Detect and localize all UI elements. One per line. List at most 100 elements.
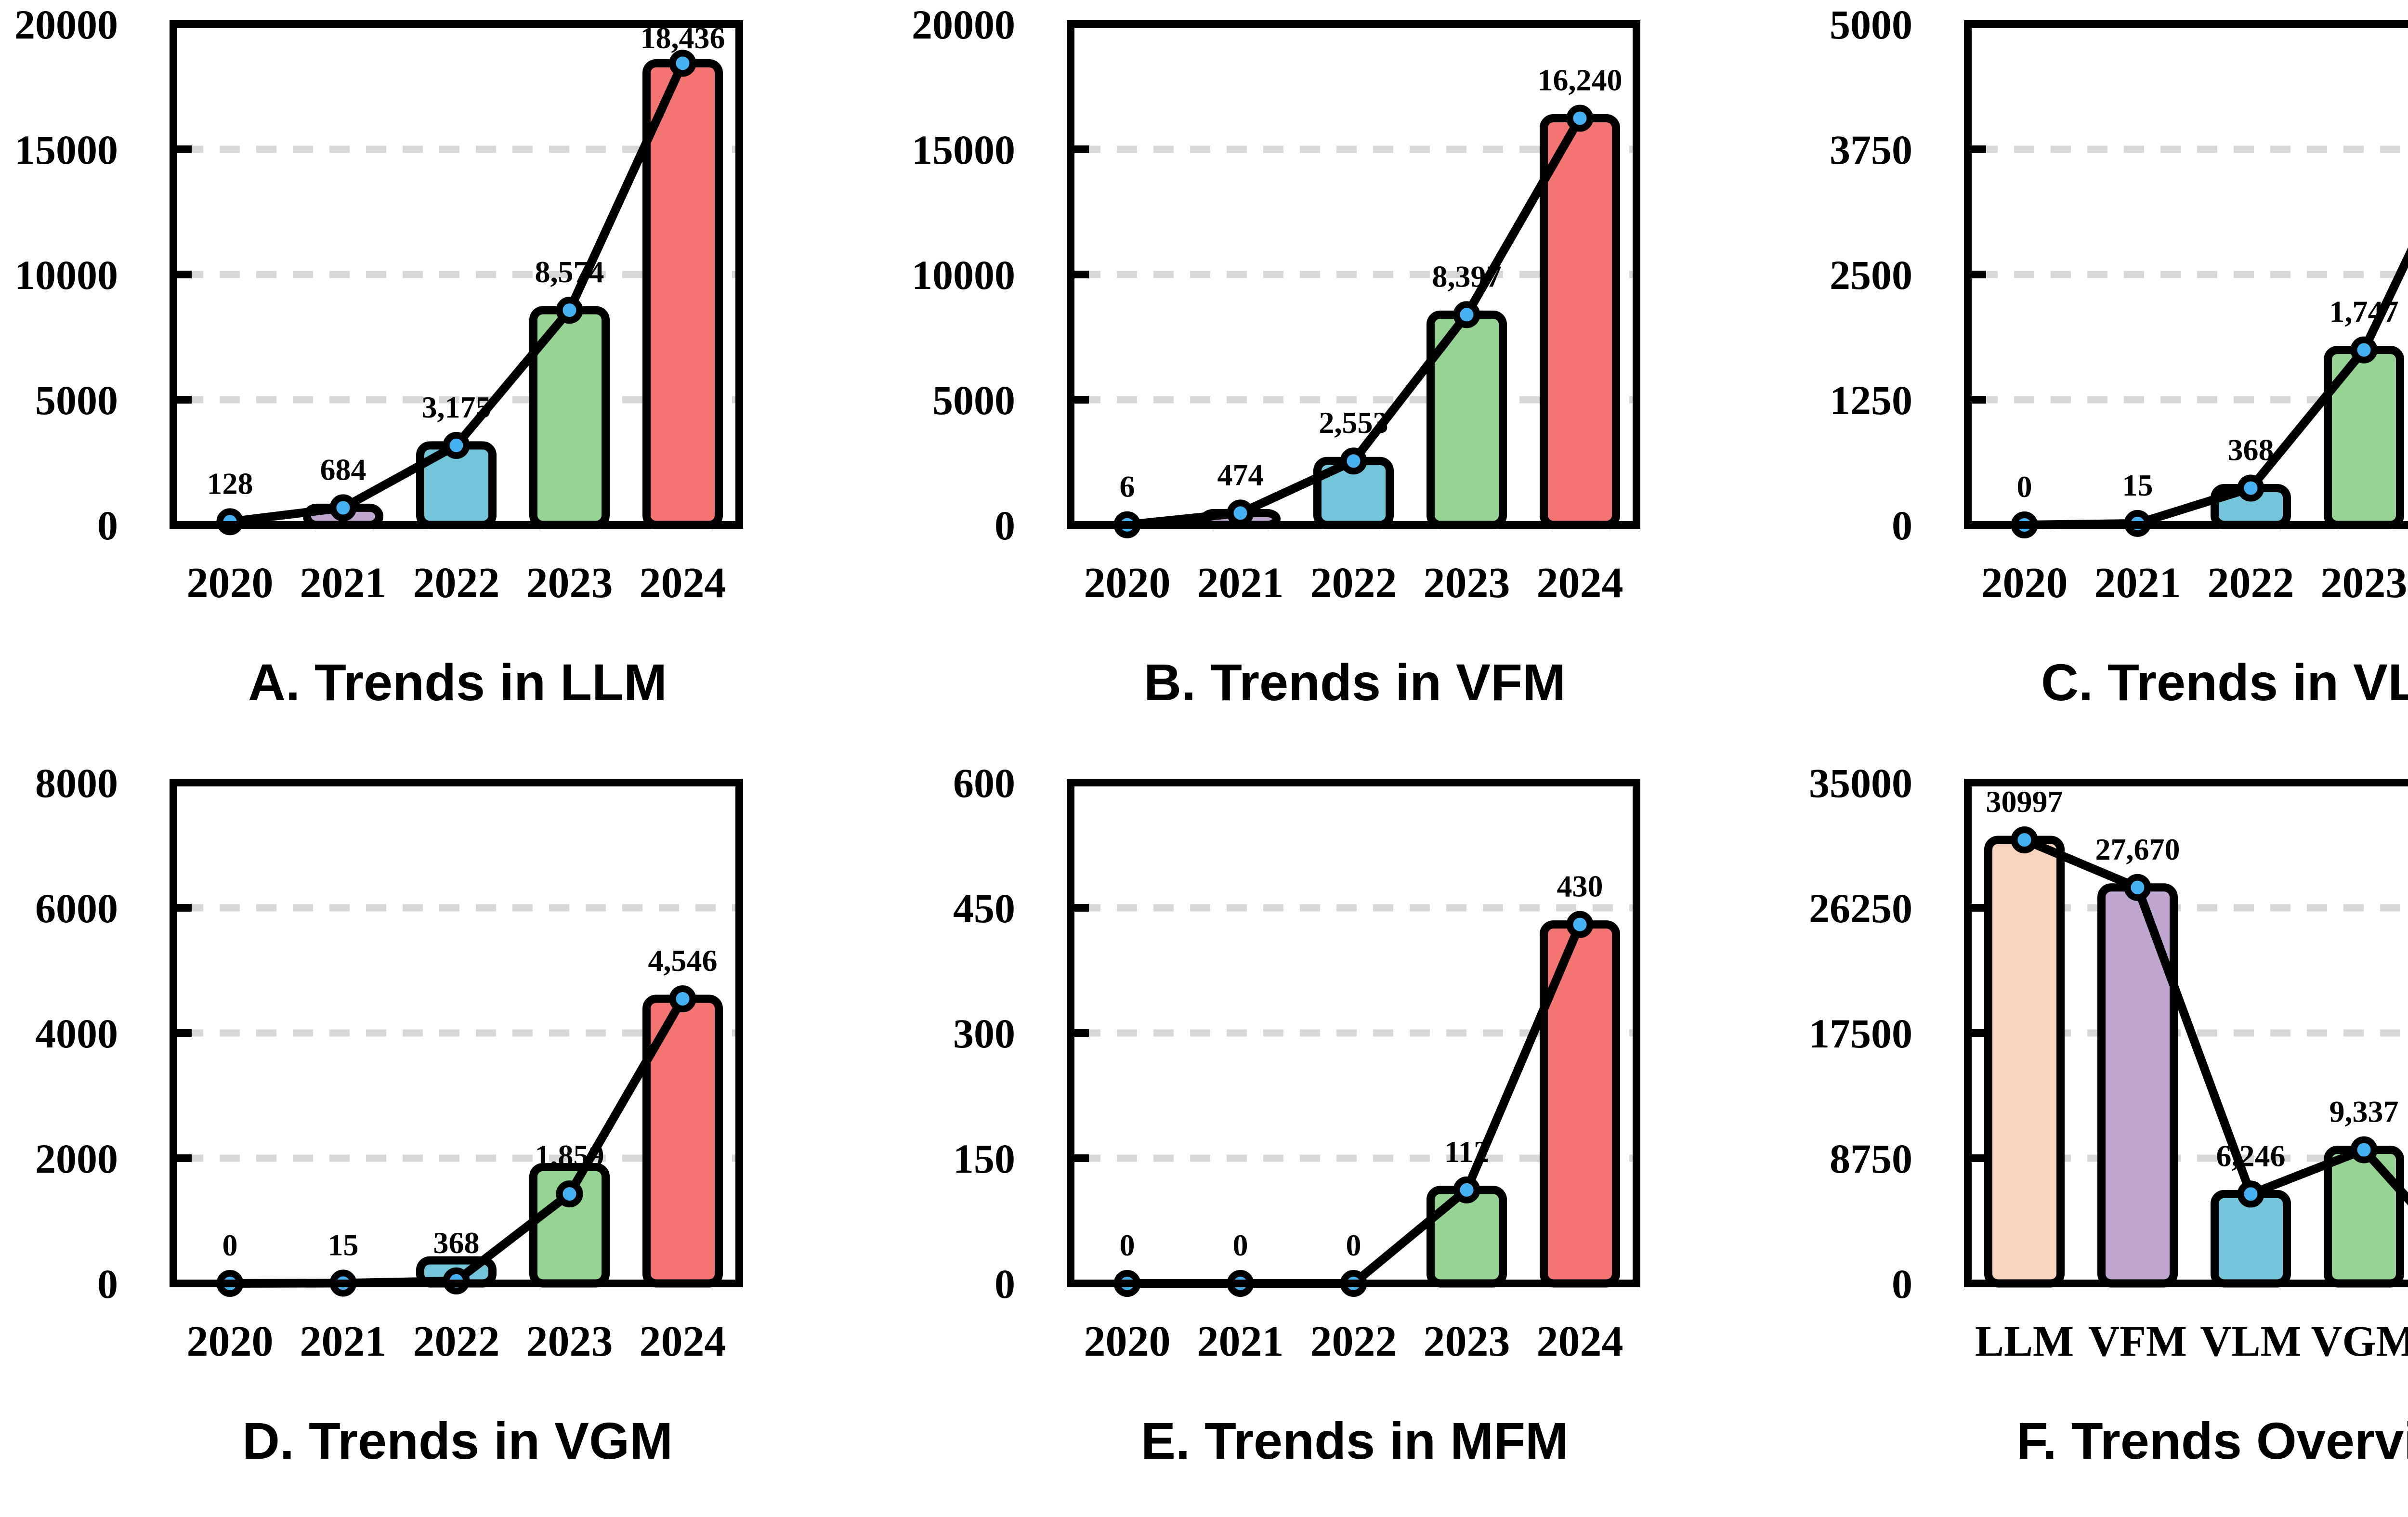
y-tick-label: 0 bbox=[1892, 1261, 1912, 1307]
y-tick-label: 0 bbox=[995, 502, 1015, 549]
plot-border bbox=[1964, 779, 2408, 1287]
value-label: 684 bbox=[320, 452, 366, 486]
y-tick-label: 26250 bbox=[1809, 885, 1912, 931]
y-tick-label: 5000 bbox=[35, 377, 118, 423]
y-tick-label: 6000 bbox=[35, 885, 118, 931]
bar-llm bbox=[1984, 836, 2065, 1288]
marker-2021 bbox=[1227, 499, 1254, 527]
y-tick-label: 2500 bbox=[1830, 252, 1912, 298]
value-label: 430 bbox=[1557, 869, 1603, 903]
y-tick-label: 10000 bbox=[912, 252, 1015, 298]
x-tick-label: 2021 bbox=[2094, 559, 2181, 607]
plot-border bbox=[1964, 20, 2408, 529]
x-tick-label: 2020 bbox=[1981, 559, 2068, 607]
y-tick-label: 0 bbox=[97, 502, 118, 549]
x-tick-label: 2020 bbox=[187, 559, 274, 607]
panel-f-title: F. Trends Overview bbox=[2016, 1412, 2408, 1470]
marker-2024 bbox=[669, 50, 696, 77]
chart-f: 0 8750 17500 26250 35000 30997 27,670 6,246 9,33… bbox=[1809, 760, 2408, 1365]
value-label: 6 bbox=[1120, 470, 1135, 504]
value-label: 4,546 bbox=[648, 943, 718, 978]
y-tick-label: 17500 bbox=[1809, 1010, 1912, 1057]
y-tick-label: 1250 bbox=[1830, 377, 1912, 423]
plot-border bbox=[1067, 779, 1640, 1287]
value-label: 0 bbox=[222, 1228, 238, 1262]
x-tick-label: 2023 bbox=[2321, 559, 2408, 607]
value-label: 128 bbox=[207, 466, 253, 500]
y-tick-label: 2000 bbox=[35, 1136, 118, 1182]
x-tick-label: VFM bbox=[2088, 1318, 2187, 1365]
x-tick-label: 2022 bbox=[413, 1318, 500, 1365]
y-tick-label: 3750 bbox=[1830, 127, 1912, 173]
y-tick-label: 35000 bbox=[1809, 760, 1912, 806]
marker-2023 bbox=[556, 1180, 583, 1208]
panel-d-title: D. Trends in VGM bbox=[242, 1412, 673, 1470]
marker-vgm bbox=[2350, 1136, 2378, 1164]
x-tick-label: 2023 bbox=[1424, 559, 1510, 607]
plot-border bbox=[170, 779, 743, 1287]
x-tick-label: 2022 bbox=[1310, 1318, 1397, 1365]
y-tick-label: 0 bbox=[97, 1261, 118, 1307]
y-tick-label: 15000 bbox=[912, 127, 1015, 173]
x-tick-label: 2024 bbox=[640, 559, 726, 607]
bar-2024 bbox=[1540, 114, 1620, 529]
y-tick-label: 5000 bbox=[1830, 1, 1912, 48]
marker-2022 bbox=[2237, 474, 2264, 502]
value-label: 0 bbox=[2017, 470, 2032, 504]
plot-border bbox=[1067, 20, 1640, 529]
y-tick-label: 8000 bbox=[35, 760, 118, 806]
x-tick-label: 2021 bbox=[300, 1318, 387, 1365]
x-tick-label: 2020 bbox=[1084, 559, 1171, 607]
marker-2024 bbox=[669, 985, 696, 1013]
marker-2021 bbox=[329, 494, 357, 522]
x-tick-label: 2023 bbox=[1424, 1318, 1510, 1365]
y-tick-label: 20000 bbox=[14, 1, 118, 48]
x-tick-label: 2021 bbox=[1197, 1318, 1284, 1365]
x-tick-label: VLM bbox=[2200, 1318, 2302, 1365]
panel-c-title: C. Trends in VLM bbox=[2041, 653, 2408, 711]
value-label: 0 bbox=[1120, 1228, 1135, 1262]
y-tick-label: 5000 bbox=[932, 377, 1015, 423]
value-label: 9,337 bbox=[2329, 1095, 2399, 1129]
panel-a-title: A. Trends in LLM bbox=[248, 653, 667, 711]
marker-2024 bbox=[1566, 911, 1594, 938]
y-tick-label: 300 bbox=[953, 1010, 1015, 1057]
marker-2023 bbox=[2350, 336, 2378, 364]
marker-2023 bbox=[1453, 301, 1480, 328]
bar-2023 bbox=[1426, 1186, 1507, 1288]
y-tick-label: 0 bbox=[1892, 502, 1912, 549]
panel-e: 0 150 300 450 600 0 0 0 112 430 2020 2021 2022 2023 20… bbox=[897, 758, 1794, 1517]
x-tick-label: 2022 bbox=[413, 559, 500, 607]
panel-f: 0 8750 17500 26250 35000 30997 27,670 6,246 9,33… bbox=[1794, 758, 2408, 1517]
chart-c: 012502500375050000153681,7474,1162020202… bbox=[1830, 1, 2408, 607]
panel-d: 0 2000 4000 6000 8000 0 15 368 1,859 4,546 2020 202… bbox=[0, 758, 897, 1517]
x-tick-label: VGM bbox=[2311, 1318, 2408, 1365]
marker-2022 bbox=[1340, 447, 1367, 475]
bar-vgm bbox=[2324, 1146, 2404, 1288]
plot-border bbox=[170, 20, 743, 529]
bar-2024 bbox=[642, 59, 723, 529]
x-tick-label: 2020 bbox=[1084, 1318, 1171, 1365]
panel-a: 0 5000 10000 15000 20000 128 684 3,175 8,574 18,4… bbox=[0, 0, 897, 758]
value-label: 368 bbox=[433, 1226, 480, 1260]
y-tick-label: 0 bbox=[995, 1261, 1015, 1307]
x-tick-label: LLM bbox=[1975, 1318, 2074, 1365]
marker-2022 bbox=[443, 432, 470, 459]
x-tick-label: 2020 bbox=[187, 1318, 274, 1365]
x-tick-label: 2024 bbox=[1537, 1318, 1623, 1365]
value-label: 27,670 bbox=[2095, 832, 2180, 866]
value-label: 15 bbox=[2122, 468, 2153, 502]
x-tick-label: 2022 bbox=[2208, 559, 2294, 607]
value-label: 474 bbox=[1217, 458, 1264, 492]
value-label: 16,240 bbox=[1538, 63, 1623, 97]
y-tick-label: 600 bbox=[953, 760, 1015, 806]
marker-2023 bbox=[1453, 1176, 1480, 1203]
y-tick-label: 150 bbox=[953, 1136, 1015, 1182]
y-tick-label: 4000 bbox=[35, 1010, 118, 1057]
x-tick-label: 2021 bbox=[1197, 559, 1284, 607]
